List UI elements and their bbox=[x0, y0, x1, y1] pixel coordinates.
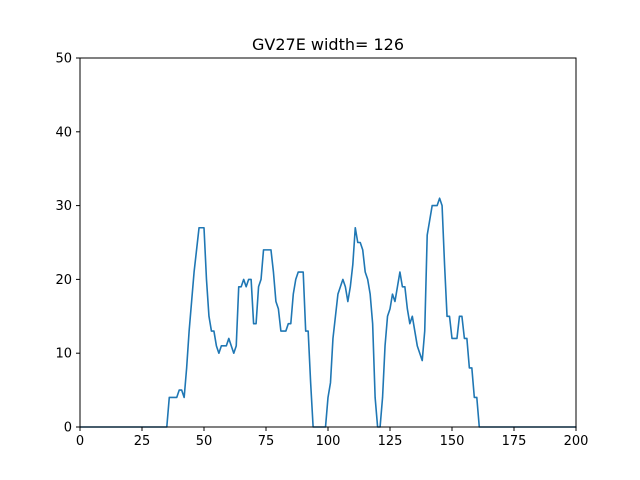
x-tick-label: 50 bbox=[196, 434, 213, 449]
x-tick-label: 175 bbox=[502, 434, 527, 449]
y-axis: 0 10 20 30 40 50 bbox=[55, 52, 80, 436]
y-tick-label: 20 bbox=[55, 273, 72, 288]
x-tick-label: 200 bbox=[564, 434, 589, 449]
x-tick-label: 25 bbox=[134, 434, 151, 449]
y-tick-label: 0 bbox=[64, 421, 72, 436]
x-tick-label: 75 bbox=[258, 434, 275, 449]
y-tick-label: 10 bbox=[55, 347, 72, 362]
x-tick-label: 0 bbox=[76, 434, 84, 449]
chart-title: GV27E width= 126 bbox=[252, 35, 404, 54]
x-axis: 0 25 50 75 100 125 150 175 200 bbox=[76, 427, 589, 449]
x-tick-label: 125 bbox=[378, 434, 403, 449]
series-line bbox=[79, 197, 577, 428]
y-tick-label: 40 bbox=[55, 125, 72, 140]
y-tick-label: 30 bbox=[55, 199, 72, 214]
y-tick-label: 50 bbox=[55, 52, 72, 67]
x-tick-label: 100 bbox=[316, 434, 341, 449]
axes-background bbox=[80, 58, 576, 427]
plot-area: 0 25 50 75 100 125 150 175 200 0 10 20 30 40 50 bbox=[55, 52, 588, 450]
x-tick-label: 150 bbox=[440, 434, 465, 449]
series-layer bbox=[79, 197, 577, 428]
